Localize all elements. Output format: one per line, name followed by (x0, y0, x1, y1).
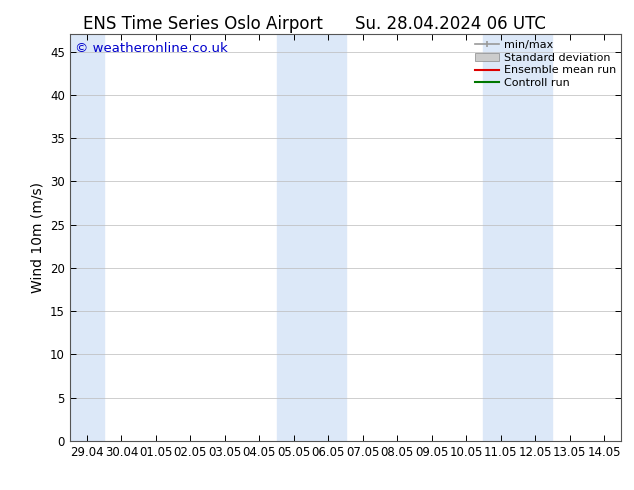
Text: ENS Time Series Oslo Airport: ENS Time Series Oslo Airport (83, 15, 323, 33)
Bar (276, 34, 346, 441)
Legend: min/max, Standard deviation, Ensemble mean run, Controll run: min/max, Standard deviation, Ensemble me… (472, 38, 618, 91)
Bar (483, 34, 552, 441)
Text: Su. 28.04.2024 06 UTC: Su. 28.04.2024 06 UTC (354, 15, 546, 33)
Y-axis label: Wind 10m (m/s): Wind 10m (m/s) (30, 182, 44, 293)
Text: © weatheronline.co.uk: © weatheronline.co.uk (75, 43, 228, 55)
Bar (70, 34, 104, 441)
